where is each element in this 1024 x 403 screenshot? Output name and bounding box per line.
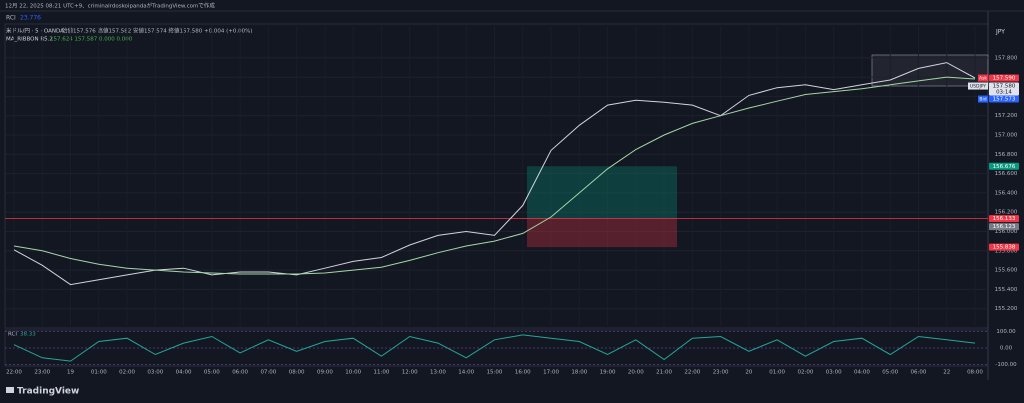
price-tag-label: 156.676	[993, 164, 1016, 170]
y-tick-label: 156.200	[995, 210, 1018, 216]
x-tick-label: 23:00	[34, 370, 50, 376]
currency: JPY	[995, 29, 1005, 36]
x-tick-label: 04:00	[854, 370, 870, 376]
price-tag-label: 155.838	[993, 245, 1016, 251]
y-tick-label: 155.400	[995, 287, 1018, 293]
price-tag-name-bg	[978, 74, 988, 82]
series-line	[13, 62, 976, 286]
x-tick-label: 19	[67, 370, 74, 376]
price-tag	[989, 74, 1019, 82]
position-profit	[527, 166, 677, 219]
rci-pane-label: RCI	[8, 332, 17, 338]
price-tag-label: 157.590	[993, 76, 1016, 82]
price-tag-name: USDJPY	[970, 84, 987, 90]
x-tick-label: 18:00	[571, 370, 587, 376]
x-tick-label: 16:00	[515, 370, 531, 376]
price-tag-label: 156.123	[993, 224, 1016, 230]
y-tick-label: 155.600	[995, 268, 1018, 274]
price-tag	[989, 95, 1019, 103]
x-tick-label: 03:00	[147, 370, 163, 376]
ma-name: MA_RIBBON R5.2	[6, 37, 53, 43]
price-tag	[989, 243, 1019, 251]
x-tick-label: 11:00	[374, 370, 390, 376]
price-tag-name: Bid	[979, 97, 986, 103]
series-line	[13, 76, 976, 275]
rci-tick-label: 100.00	[996, 329, 1016, 335]
price-tag	[989, 223, 1019, 231]
x-tick-label: 05:00	[204, 370, 220, 376]
x-tick-label: 20:00	[628, 370, 644, 376]
rci-tick-label: 0.00	[1000, 346, 1013, 352]
rci-pane-value: 38.33	[20, 332, 36, 338]
position-loss	[527, 218, 677, 248]
x-tick-label: 10:00	[345, 370, 361, 376]
x-tick-label: 12:00	[402, 370, 418, 376]
x-tick-label: 05:00	[882, 370, 898, 376]
y-tick-label: 157.200	[995, 113, 1018, 119]
ohlc: 始値157.576 高値157.582 安値157.574 終値157.580 …	[62, 27, 252, 35]
x-tick-label: 22	[943, 370, 950, 376]
rci-value: 23.776	[20, 15, 41, 22]
x-tick-label: 14:00	[458, 370, 474, 376]
symbol: 米ドル/円 · 5 · OANDA	[6, 27, 64, 35]
x-tick-label: 06:00	[911, 370, 927, 376]
x-tick-label: 22:00	[684, 370, 700, 376]
price-tag-label: 156.133	[993, 216, 1016, 222]
price-tag	[989, 162, 1019, 170]
y-tick-label: 156.800	[995, 152, 1018, 158]
y-tick-label: 156.600	[995, 171, 1018, 177]
caption: 12月 22, 2025 08:21 UTC+9、criminalrdoskoi…	[5, 2, 215, 10]
x-tick-label: 19:00	[600, 370, 616, 376]
price-tag	[989, 82, 1019, 96]
x-tick-label: 20	[745, 370, 752, 376]
price-tag-countdown: 03:14	[996, 90, 1012, 96]
y-tick-label: 155.800	[995, 248, 1018, 254]
y-tick-label: 157.800	[995, 55, 1018, 61]
price-tag-name-bg	[968, 82, 988, 90]
y-tick-label: 156.400	[995, 190, 1018, 196]
x-tick-label: 01:00	[91, 370, 107, 376]
x-tick-label: 02:00	[119, 370, 135, 376]
x-tick-label: 06:00	[232, 370, 248, 376]
rci-label: RCI	[6, 15, 16, 22]
y-tick-label: 157.000	[995, 132, 1018, 138]
price-tag	[989, 215, 1019, 223]
price-tag-name-bg	[978, 95, 988, 103]
logo-text: TradingView	[17, 387, 79, 397]
x-tick-label: 07:00	[260, 370, 276, 376]
x-tick-label: 17:00	[543, 370, 559, 376]
x-tick-label: 21:00	[656, 370, 672, 376]
x-tick-label: 02:00	[797, 370, 813, 376]
x-tick-label: 03:00	[826, 370, 842, 376]
x-tick-label: 22:00	[6, 370, 22, 376]
x-tick-label: 09:00	[317, 370, 333, 376]
x-tick-label: 01:00	[769, 370, 785, 376]
x-tick-label: 04:00	[176, 370, 192, 376]
price-tag-label: 157.580	[993, 84, 1016, 90]
tv-logo: TradingView	[6, 387, 79, 397]
x-tick-label: 08:00	[967, 370, 983, 376]
price-tag-name: Ask	[979, 76, 987, 82]
rci-tick-label: -100.00	[995, 362, 1017, 368]
x-tick-label: 08:00	[289, 370, 305, 376]
series-line	[13, 334, 976, 362]
ma-values: 157.624 157.587 0.000 0.000	[50, 37, 133, 43]
selection-box	[871, 54, 989, 87]
price-tag-label: 157.573	[993, 97, 1016, 103]
logo-mark	[6, 387, 14, 393]
y-tick-label: 156.000	[995, 229, 1018, 235]
y-tick-label: 155.200	[995, 306, 1018, 312]
x-tick-label: 13:00	[430, 370, 446, 376]
x-tick-label: 15:00	[487, 370, 503, 376]
x-tick-label: 23:00	[713, 370, 729, 376]
